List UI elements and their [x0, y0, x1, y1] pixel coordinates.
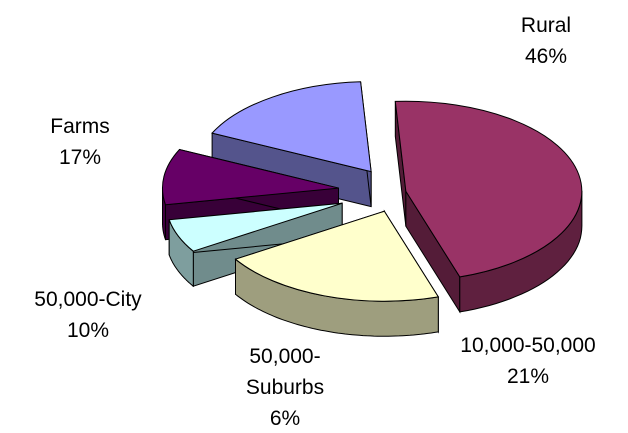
slice-tops	[162, 81, 583, 302]
slice-top-4	[211, 81, 372, 173]
slice-label-line: Rural	[521, 14, 571, 37]
slice-top-1	[234, 210, 440, 302]
slice-label-4: Farms 17%	[50, 115, 110, 169]
slice-label-1: 10,000-50,000 21%	[460, 334, 595, 388]
slice-label-line: Suburbs	[246, 376, 324, 399]
slice-label-line: 46%	[525, 45, 567, 68]
slice-top-3	[162, 148, 339, 206]
slice-label-line: 21%	[507, 365, 549, 388]
slice-label-line: Farms	[50, 115, 110, 138]
slice-top-0	[394, 100, 583, 278]
slice-label-line: 50,000-	[249, 345, 320, 368]
slice-top-2	[168, 202, 343, 252]
slice-label-line: 6%	[270, 407, 300, 430]
slice-label-3: 50,000-City 10%	[34, 288, 142, 342]
slice-label-line: 50,000-City	[34, 288, 142, 311]
slice-label-line: 10,000-50,000	[460, 334, 595, 357]
slice-labels: Rural 46% 10,000-50,000 21% 50,000- Suburbs 6%…	[34, 14, 595, 430]
slice-label-line: 10%	[67, 319, 109, 342]
slice-label-2: 50,000- Suburbs 6%	[246, 345, 324, 430]
slice-label-0: Rural 46%	[521, 14, 571, 68]
slice-label-line: 17%	[59, 146, 101, 169]
